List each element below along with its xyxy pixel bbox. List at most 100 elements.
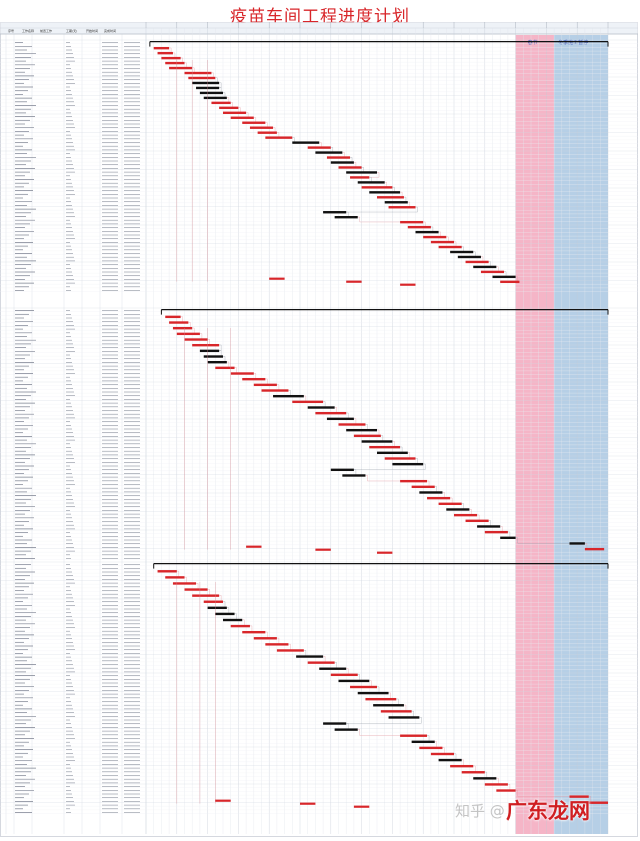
- critical-task-bar: [365, 697, 397, 701]
- critical-task-bar: [330, 673, 358, 677]
- critical-task-bar: [427, 496, 451, 500]
- critical-task-bar: [438, 502, 462, 506]
- critical-task-bar: [265, 136, 293, 139]
- critical-task-bar: [230, 624, 250, 628]
- critical-task-bar: [500, 280, 520, 284]
- critical-task-bar: [380, 710, 412, 713]
- critical-task-bar: [242, 377, 266, 381]
- task-bar: [569, 542, 585, 545]
- task-bar: [334, 728, 358, 731]
- critical-task-bar: [307, 146, 331, 149]
- task-bar: [415, 230, 439, 234]
- task-bar: [369, 191, 401, 194]
- critical-task-bar: [430, 752, 454, 756]
- task-bar: [446, 508, 470, 511]
- critical-task-bar: [450, 764, 474, 768]
- critical-task-bar: [211, 101, 231, 105]
- critical-task-bar: [242, 121, 266, 124]
- critical-task-bar: [307, 661, 335, 664]
- task-bar: [334, 216, 358, 219]
- critical-task-bar: [172, 326, 193, 330]
- task-bar: [323, 211, 347, 214]
- critical-task-bar: [157, 570, 177, 573]
- milestone-bar: [400, 283, 416, 286]
- task-bar: [477, 525, 501, 528]
- critical-task-bar: [407, 225, 431, 229]
- task-bar: [223, 618, 243, 622]
- critical-task-bar: [161, 56, 181, 60]
- critical-task-bar: [350, 176, 370, 179]
- milestone-bar: [215, 799, 231, 802]
- dependency-link: [357, 216, 401, 223]
- critical-task-bar: [219, 106, 239, 110]
- chart-title: 疫苗车间工程进度计划: [230, 7, 410, 27]
- critical-task-bar: [215, 366, 235, 370]
- task-bar: [319, 667, 347, 670]
- critical-task-bar: [184, 338, 208, 341]
- critical-task-bar: [192, 343, 220, 347]
- task-bar: [473, 265, 497, 269]
- critical-task-bar: [569, 795, 589, 798]
- critical-task-bar: [203, 600, 223, 603]
- brand-watermark: 广东龙网: [506, 799, 590, 823]
- critical-task-bar: [430, 240, 454, 244]
- zhihu-watermark: 知乎 @: [455, 802, 505, 820]
- task-bar: [315, 151, 343, 154]
- critical-task-bar: [223, 111, 247, 114]
- task-bar: [450, 250, 474, 254]
- critical-task-bar: [169, 321, 189, 324]
- task-bar: [388, 716, 420, 719]
- task-bar: [307, 406, 335, 409]
- critical-task-bar: [165, 315, 181, 319]
- task-bar: [346, 428, 377, 432]
- critical-task-bar: [249, 126, 274, 129]
- dependency-link: [515, 790, 570, 797]
- column-header: 工作名称: [22, 28, 34, 33]
- task-bar: [357, 181, 385, 184]
- critical-task-bar: [253, 637, 277, 640]
- critical-task-bar: [484, 783, 508, 786]
- critical-task-bar: [184, 71, 212, 75]
- critical-task-bar: [326, 156, 351, 159]
- critical-task-bar: [465, 260, 489, 264]
- milestone-bar: [377, 551, 393, 554]
- task-bar: [392, 462, 424, 466]
- critical-task-bar: [361, 186, 393, 189]
- critical-task-bar: [315, 411, 347, 415]
- critical-task-bar: [165, 576, 185, 579]
- milestone-bar: [353, 805, 370, 808]
- critical-task-bar: [338, 423, 366, 426]
- task-bar: [330, 468, 354, 472]
- task-bar: [373, 704, 404, 707]
- critical-task-bar: [484, 530, 508, 534]
- task-bar: [273, 394, 304, 398]
- critical-task-bar: [192, 594, 220, 597]
- critical-task-bar: [353, 434, 381, 438]
- critical-task-bar: [400, 479, 428, 483]
- column-header: 工期(天): [66, 28, 77, 33]
- critical-task-bar: [276, 649, 304, 652]
- task-bar: [492, 275, 516, 279]
- holiday-label-blue: 冬季施工暂停: [558, 39, 588, 46]
- task-bar: [419, 491, 443, 494]
- milestone-bar: [300, 802, 316, 805]
- task-bar: [361, 440, 393, 443]
- task-bar: [346, 171, 377, 174]
- milestone-bar: [346, 280, 362, 283]
- critical-task-bar: [411, 485, 435, 489]
- critical-task-bar: [369, 445, 401, 449]
- critical-task-bar: [165, 61, 185, 65]
- critical-task-bar: [265, 643, 289, 646]
- critical-task-bar: [153, 46, 170, 50]
- task-bar: [207, 360, 227, 364]
- task-bar: [215, 612, 235, 616]
- critical-task-bar: [496, 789, 516, 792]
- task-bar: [323, 722, 347, 725]
- task-bar: [500, 536, 516, 540]
- critical-task-bar: [461, 771, 485, 774]
- task-bar: [338, 679, 370, 683]
- task-bar: [457, 255, 481, 259]
- critical-task-bar: [584, 547, 605, 551]
- task-bar: [411, 740, 435, 744]
